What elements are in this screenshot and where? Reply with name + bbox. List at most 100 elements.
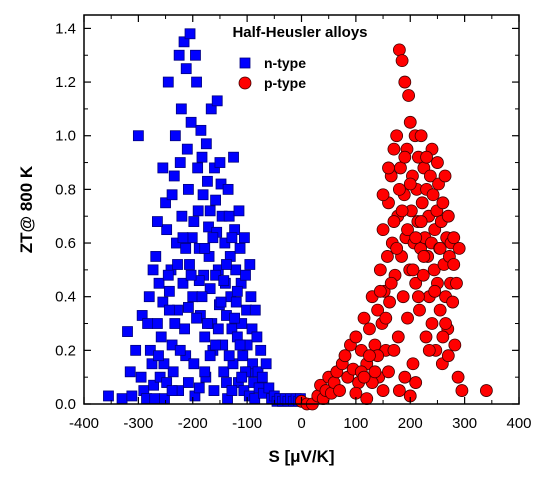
point-p-type-137 [431, 156, 444, 169]
point-n-type-116 [247, 358, 258, 370]
point-p-type-92 [438, 169, 452, 183]
point-p-type-103 [450, 276, 463, 290]
point-p-type-34 [383, 295, 396, 309]
point-p-type-29 [376, 223, 390, 237]
point-n-type-4 [126, 390, 138, 402]
point-n-type-40 [178, 36, 190, 48]
y-tick-label-3: 0.6 [55, 235, 76, 252]
x-axis-title: S [μV/K] [268, 447, 334, 466]
point-n-type-61 [197, 189, 209, 201]
point-p-type-27 [373, 263, 387, 277]
point-p-type-128 [395, 204, 409, 218]
point-n-type-150 [204, 205, 216, 217]
point-p-type-129 [390, 241, 404, 255]
point-n-type-55 [192, 162, 204, 174]
point-n-type-2 [122, 326, 133, 337]
point-p-type-20 [357, 311, 371, 325]
point-n-type-145 [177, 232, 189, 244]
point-n-type-30 [168, 170, 180, 182]
point-n-type-126 [260, 358, 272, 370]
point-p-type-149 [382, 161, 395, 175]
point-n-type-156 [180, 242, 192, 254]
point-p-type-120 [401, 223, 414, 237]
point-p-type-52 [402, 89, 416, 102]
point-n-type-11 [143, 291, 155, 303]
point-n-type-7 [135, 371, 147, 383]
point-n-type-177 [182, 377, 194, 388]
point-p-type-141 [403, 177, 417, 191]
point-p-type-124 [422, 343, 436, 357]
point-p-type-133 [368, 365, 382, 379]
point-n-type-147 [188, 216, 200, 227]
point-n-type-168 [169, 318, 181, 329]
point-p-type-60 [409, 276, 423, 290]
point-n-type-159 [196, 291, 208, 303]
legend: n-type p-type [238, 55, 306, 91]
point-p-type-68 [416, 268, 430, 282]
point-n-type-107 [239, 232, 250, 244]
point-n-type-17 [152, 318, 163, 329]
point-n-type-21 [157, 296, 169, 308]
point-p-type-37 [387, 142, 401, 156]
point-p-type-108 [392, 384, 406, 397]
point-n-type-123 [255, 344, 267, 356]
point-n-type-153 [221, 259, 232, 270]
point-n-type-166 [234, 339, 246, 351]
point-p-type-100 [446, 295, 460, 309]
point-n-type-15 [149, 393, 161, 405]
point-p-type-143 [392, 182, 406, 196]
point-n-type-164 [223, 350, 235, 362]
point-n-type-8 [136, 310, 148, 321]
point-p-type-78 [425, 317, 439, 330]
point-p-type-79 [426, 188, 440, 202]
point-n-type-101 [233, 205, 245, 217]
point-n-type-146 [182, 302, 194, 313]
point-p-type-134 [363, 349, 376, 363]
point-p-type-122 [412, 290, 425, 304]
point-n-type-36 [174, 157, 186, 168]
point-p-type-140 [409, 231, 423, 245]
point-n-type-98 [230, 296, 242, 308]
point-p-type-87 [433, 303, 447, 317]
ticks-layer: -400 -300 -200 -100 0 100 200 300 400 0.0 0.2 0.4 0.… [55, 15, 532, 432]
point-p-type-127 [439, 317, 452, 330]
point-n-type-161 [207, 232, 219, 244]
point-p-type-42 [392, 43, 406, 57]
point-n-type-20 [155, 331, 167, 343]
point-n-type-75 [210, 194, 221, 206]
point-p-type-106 [455, 384, 469, 397]
point-n-type-182 [221, 377, 232, 388]
point-p-type-51 [401, 311, 414, 325]
x-tick-label-5: 100 [343, 415, 368, 432]
point-p-type-66 [414, 129, 428, 143]
point-p-type-102 [448, 338, 462, 352]
point-p-type-105 [452, 241, 466, 255]
y-tick-label-5: 1.0 [55, 128, 76, 145]
point-p-type-107 [479, 384, 493, 397]
point-n-type-158 [191, 312, 202, 324]
point-n-type-41 [179, 323, 190, 335]
point-n-type-26 [163, 285, 175, 297]
point-p-type-13 [338, 349, 352, 363]
point-p-type-123 [417, 250, 431, 263]
point-n-type-44 [181, 143, 193, 155]
point-n-type-95 [228, 151, 239, 163]
point-p-type-130 [384, 276, 398, 290]
point-n-type-84 [218, 366, 230, 378]
point-n-type-70 [205, 103, 217, 115]
point-n-type-175 [161, 377, 173, 388]
point-p-type-25 [371, 303, 385, 317]
point-n-type-157 [185, 269, 197, 281]
point-n-type-183 [226, 385, 238, 396]
point-n-type-77 [211, 95, 223, 107]
point-p-type-57 [406, 357, 420, 371]
y-tick-label-1: 0.2 [55, 342, 76, 359]
point-n-type-66 [202, 175, 213, 187]
point-n-type-59 [195, 124, 207, 136]
point-p-type-113 [382, 365, 395, 379]
y-tick-label-0: 0.0 [55, 396, 76, 413]
point-p-type-126 [433, 241, 447, 255]
point-n-type-65 [200, 138, 212, 150]
point-n-type-56 [192, 205, 204, 217]
